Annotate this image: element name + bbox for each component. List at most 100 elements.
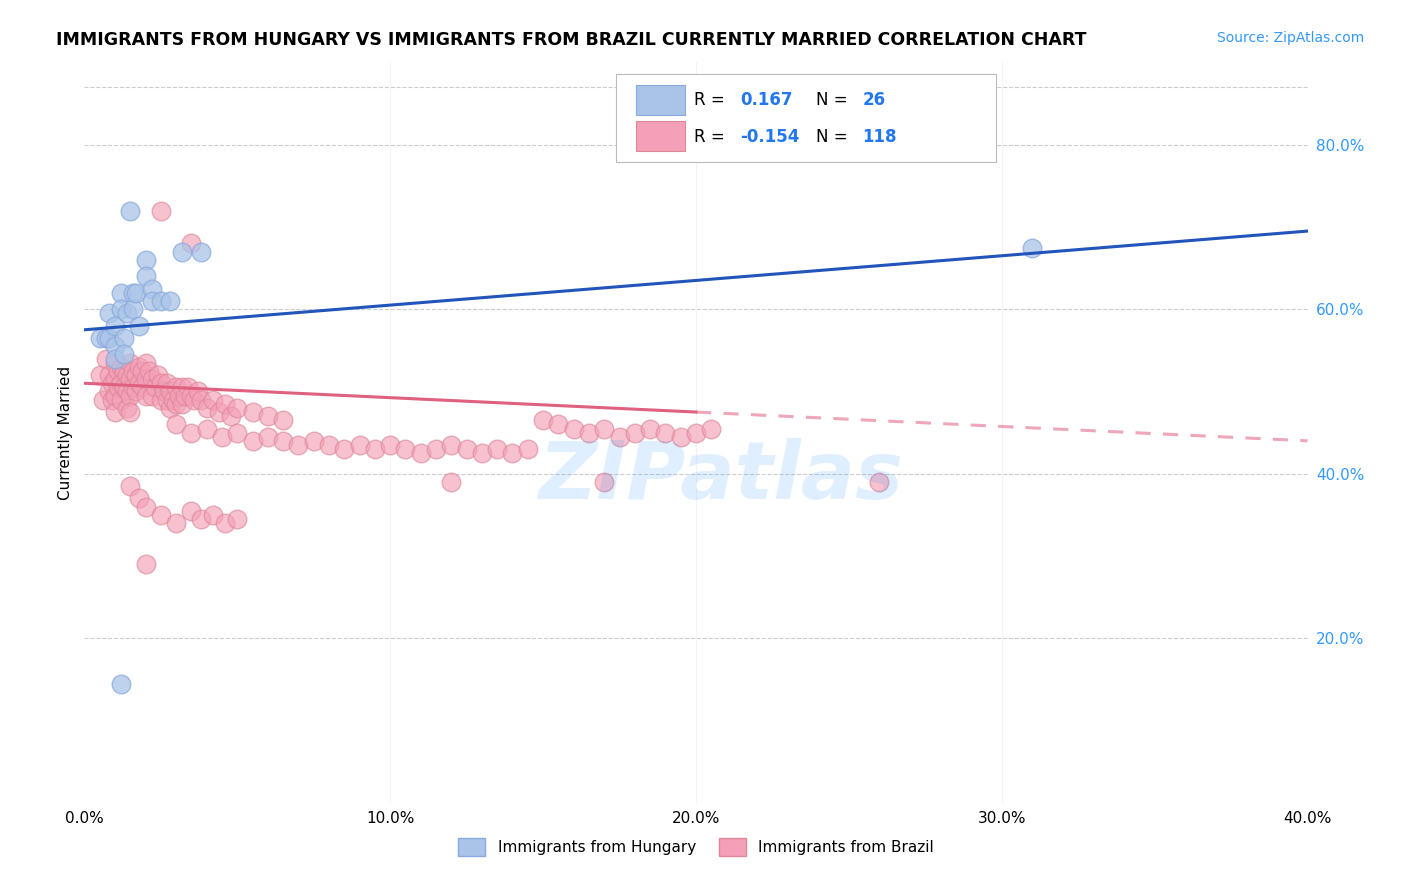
Point	[409, 446, 432, 460]
Point	[226, 425, 249, 440]
Point	[97, 306, 120, 320]
Point	[159, 384, 181, 399]
Text: ZIPatlas: ZIPatlas	[538, 438, 903, 516]
Point	[120, 356, 142, 370]
Point	[156, 392, 179, 407]
Point	[180, 388, 202, 402]
Point	[125, 368, 148, 382]
Point	[149, 376, 172, 391]
Point	[394, 442, 416, 456]
Point	[89, 331, 111, 345]
Point	[112, 347, 135, 361]
Point	[214, 397, 236, 411]
Point	[167, 388, 190, 402]
Point	[120, 405, 142, 419]
Point	[101, 392, 124, 407]
Point	[107, 364, 129, 378]
Point	[135, 372, 157, 386]
Point	[177, 380, 200, 394]
Point	[89, 368, 111, 382]
Point	[624, 425, 647, 440]
Point	[141, 293, 163, 308]
Point	[107, 380, 129, 394]
Point	[104, 388, 127, 402]
Point	[110, 302, 132, 317]
Point	[638, 421, 661, 435]
Point	[104, 351, 127, 366]
Point	[135, 500, 157, 514]
Point	[226, 512, 249, 526]
Point	[115, 401, 138, 415]
Point	[94, 351, 117, 366]
Point	[143, 380, 166, 394]
Point	[125, 384, 148, 399]
Text: R =: R =	[693, 128, 730, 145]
Point	[153, 384, 176, 399]
Point	[156, 376, 179, 391]
Point	[654, 425, 676, 440]
Point	[110, 392, 132, 407]
Point	[104, 318, 127, 333]
Point	[138, 364, 160, 378]
Point	[593, 475, 616, 489]
Point	[101, 376, 124, 391]
Point	[122, 285, 145, 300]
Point	[440, 475, 463, 489]
Point	[226, 401, 249, 415]
Point	[471, 446, 494, 460]
Point	[128, 491, 150, 506]
Point	[115, 384, 138, 399]
Point	[869, 475, 891, 489]
Point	[190, 244, 212, 259]
Point	[547, 417, 569, 432]
Point	[94, 331, 117, 345]
Point	[97, 331, 120, 345]
Point	[149, 203, 172, 218]
Point	[700, 421, 723, 435]
Point	[128, 359, 150, 374]
Point	[112, 380, 135, 394]
Point	[333, 442, 356, 456]
Point	[180, 236, 202, 251]
Point	[685, 425, 707, 440]
Point	[120, 388, 142, 402]
Point	[190, 392, 212, 407]
Point	[669, 430, 692, 444]
Point	[302, 434, 325, 448]
Text: N =: N =	[815, 128, 852, 145]
Point	[440, 438, 463, 452]
Point	[195, 421, 218, 435]
Point	[122, 380, 145, 394]
Point	[242, 434, 264, 448]
Point	[593, 421, 616, 435]
Point	[120, 203, 142, 218]
Point	[120, 372, 142, 386]
Point	[183, 392, 205, 407]
Point	[502, 446, 524, 460]
Point	[141, 388, 163, 402]
Point	[149, 508, 172, 522]
Point	[186, 384, 208, 399]
Text: 118: 118	[862, 128, 897, 145]
Point	[201, 392, 224, 407]
Point	[257, 430, 280, 444]
Point	[91, 392, 114, 407]
Text: Source: ZipAtlas.com: Source: ZipAtlas.com	[1216, 31, 1364, 45]
Point	[531, 413, 554, 427]
Point	[122, 302, 145, 317]
Point	[112, 331, 135, 345]
Point	[149, 392, 172, 407]
Point	[131, 380, 153, 394]
Point	[242, 405, 264, 419]
Point	[159, 401, 181, 415]
Point	[516, 442, 538, 456]
Point	[609, 430, 631, 444]
Point	[578, 425, 600, 440]
Point	[104, 339, 127, 353]
Text: -0.154: -0.154	[740, 128, 800, 145]
Point	[115, 306, 138, 320]
Point	[141, 282, 163, 296]
Point	[110, 359, 132, 374]
Point	[120, 479, 142, 493]
Point	[165, 380, 187, 394]
